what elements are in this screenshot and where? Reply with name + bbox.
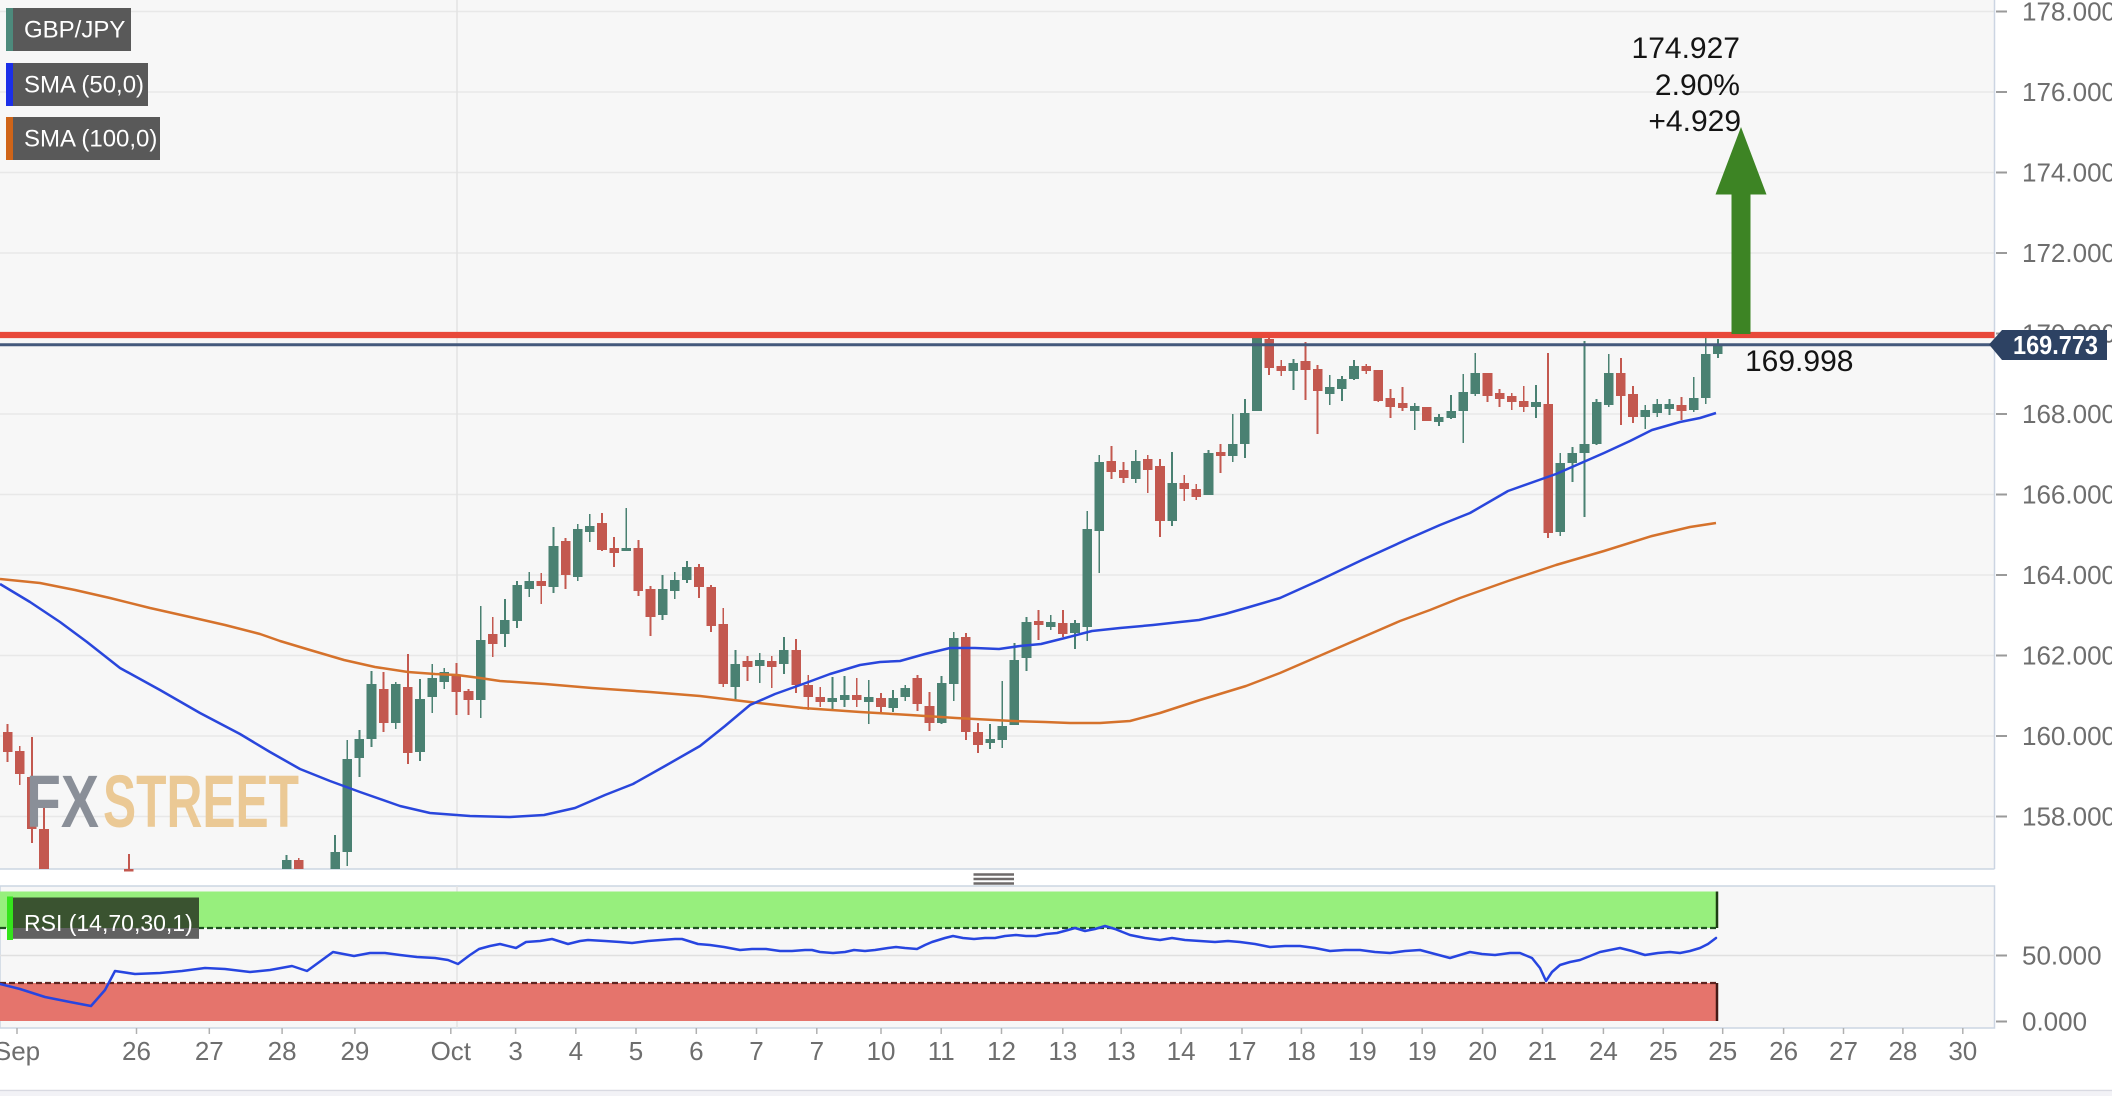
svg-text:169.773: 169.773 (2013, 330, 2098, 360)
svg-text:20: 20 (1468, 1036, 1497, 1066)
svg-text:10: 10 (867, 1036, 896, 1066)
svg-text:174.927: 174.927 (1632, 32, 1740, 65)
svg-text:17: 17 (1228, 1036, 1257, 1066)
svg-text:30: 30 (1948, 1036, 1977, 1066)
svg-text:FX: FX (26, 760, 99, 843)
svg-text:168.000: 168.000 (2022, 399, 2112, 429)
svg-text:28: 28 (1888, 1036, 1917, 1066)
svg-text:158.000: 158.000 (2022, 802, 2112, 832)
svg-text:5: 5 (629, 1036, 643, 1066)
svg-text:STREET: STREET (103, 760, 299, 843)
svg-text:RSI (14,70,30,1): RSI (14,70,30,1) (24, 910, 193, 936)
svg-text:164.000: 164.000 (2022, 560, 2112, 590)
svg-text:GBP/JPY: GBP/JPY (24, 17, 125, 44)
svg-text:178.000: 178.000 (2022, 0, 2112, 27)
svg-text:169.998: 169.998 (1745, 345, 1853, 378)
svg-text:162.000: 162.000 (2022, 641, 2112, 671)
svg-text:18: 18 (1287, 1036, 1316, 1066)
svg-text:160.000: 160.000 (2022, 721, 2112, 751)
svg-text:29: 29 (340, 1036, 369, 1066)
svg-text:13: 13 (1048, 1036, 1077, 1066)
svg-text:25: 25 (1649, 1036, 1678, 1066)
svg-text:+4.929: +4.929 (1648, 105, 1741, 138)
svg-text:26: 26 (1769, 1036, 1798, 1066)
svg-text:13: 13 (1107, 1036, 1136, 1066)
svg-text:27: 27 (195, 1036, 224, 1066)
svg-text:166.000: 166.000 (2022, 480, 2112, 510)
svg-text:26: 26 (122, 1036, 151, 1066)
svg-text:21: 21 (1528, 1036, 1557, 1066)
svg-text:SMA (100,0): SMA (100,0) (24, 126, 157, 153)
svg-text:0.000: 0.000 (2022, 1007, 2087, 1037)
svg-text:7: 7 (810, 1036, 824, 1066)
svg-text:176.000: 176.000 (2022, 77, 2112, 107)
svg-text:174.000: 174.000 (2022, 158, 2112, 188)
svg-text:4: 4 (569, 1036, 583, 1066)
svg-text:50.000: 50.000 (2022, 941, 2102, 971)
svg-text:SMA (50,0): SMA (50,0) (24, 72, 144, 99)
svg-text:Oct: Oct (431, 1036, 472, 1066)
svg-text:2.90%: 2.90% (1655, 69, 1740, 102)
svg-text:14: 14 (1167, 1036, 1196, 1066)
svg-text:28: 28 (268, 1036, 297, 1066)
svg-text:7: 7 (749, 1036, 763, 1066)
svg-text:25: 25 (1708, 1036, 1737, 1066)
svg-text:Sep: Sep (0, 1036, 40, 1066)
svg-text:12: 12 (987, 1036, 1016, 1066)
svg-text:24: 24 (1589, 1036, 1618, 1066)
svg-text:19: 19 (1348, 1036, 1377, 1066)
svg-text:11: 11 (928, 1036, 955, 1066)
svg-text:6: 6 (689, 1036, 703, 1066)
svg-text:3: 3 (508, 1036, 522, 1066)
svg-text:172.000: 172.000 (2022, 238, 2112, 268)
svg-text:27: 27 (1829, 1036, 1858, 1066)
svg-text:19: 19 (1408, 1036, 1437, 1066)
